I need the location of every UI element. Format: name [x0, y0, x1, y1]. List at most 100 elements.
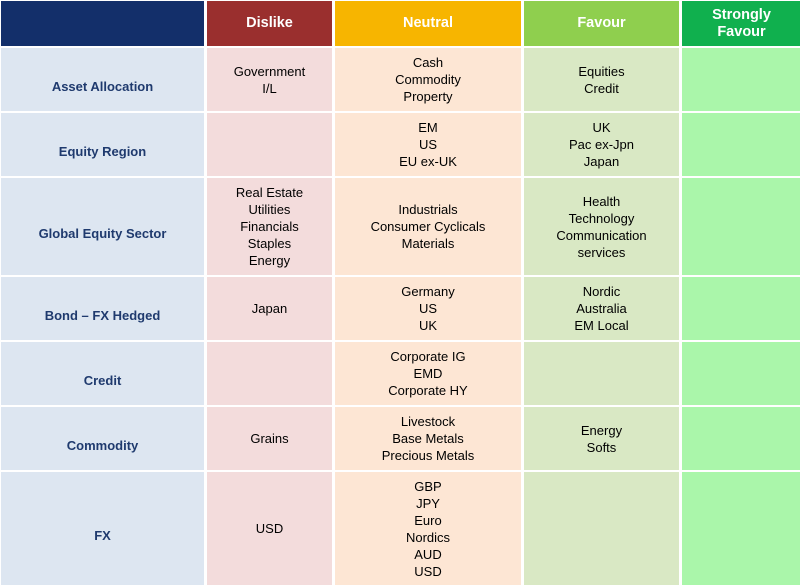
dislike-cell: Government I/L [207, 48, 332, 111]
cell-item: Real Estate [235, 185, 304, 200]
cell-item: Germany [401, 284, 455, 299]
cell-item: AUD [414, 546, 442, 562]
cell-list: Government I/L [234, 63, 306, 97]
strongly-favour-cell [682, 407, 800, 470]
cell-item: Pac ex-Jpn [568, 137, 635, 152]
cell-list: Germany US UK [401, 283, 454, 334]
favour-cell: UK Pac ex-Jpn Japan [524, 113, 679, 176]
strongly-favour-cell [682, 48, 800, 111]
row-label: Credit [1, 342, 204, 405]
neutral-cell: Industrials Consumer Cyclicals Materials [335, 178, 521, 275]
header-favour: Favour [524, 1, 679, 46]
header-strongly-favour-line: Strongly [712, 6, 771, 23]
cell-list: Industrials Consumer Cyclicals Materials [371, 201, 486, 252]
favour-cell: Equities Credit [524, 48, 679, 111]
row-label: Bond – FX Hedged [1, 277, 204, 340]
header-strongly-favour-line: Favour [717, 23, 766, 40]
favour-cell: Nordic Australia EM Local [524, 277, 679, 340]
cell-item: Nordics [405, 529, 451, 545]
favour-cell: Health Technology Communication services [524, 178, 679, 275]
strongly-favour-cell [682, 472, 800, 585]
row-label: Asset Allocation [1, 48, 204, 111]
dislike-cell [207, 113, 332, 176]
neutral-cell: Corporate IG EMD Corporate HY [335, 342, 521, 405]
strongly-favour-cell [682, 178, 800, 275]
header-favour-label: Favour [577, 15, 626, 31]
header-neutral: Neutral [335, 1, 521, 46]
cell-item: USD [414, 563, 442, 579]
cell-item: US [418, 301, 438, 316]
cell-item: Base Metals [392, 431, 464, 446]
cell-item: Utilities [248, 202, 291, 217]
neutral-cell: EM US EU ex-UK [335, 113, 521, 176]
cell-item: Japan [583, 154, 620, 169]
header-corner [1, 1, 204, 46]
cell-item: Financials [240, 219, 299, 234]
cell-item: USD [255, 521, 284, 536]
strongly-favour-cell [682, 277, 800, 340]
row-label-text: FX [94, 528, 111, 543]
cell-item: EM Local [574, 318, 629, 333]
cell-item: Energy [248, 253, 291, 268]
row-label: FX [1, 472, 204, 585]
cell-list: Energy Softs [581, 422, 622, 456]
cell-item: Government [233, 63, 306, 79]
cell-item: Corporate HY [388, 383, 468, 398]
cell-item: JPY [416, 495, 440, 511]
cell-list: Cash Commodity Property [395, 54, 461, 105]
header-dislike-label: Dislike [246, 15, 293, 31]
neutral-cell: Cash Commodity Property [335, 48, 521, 111]
cell-item: Japan [251, 301, 288, 316]
row-label: Global Equity Sector [1, 178, 204, 275]
cell-item: Grains [250, 431, 289, 446]
header-dislike: Dislike [207, 1, 332, 46]
cell-item: UK [592, 120, 611, 135]
cell-list: Equities Credit [578, 63, 624, 97]
cell-item: EM [418, 120, 438, 135]
row-label-text: Asset Allocation [51, 79, 154, 94]
cell-item: Energy [580, 422, 623, 438]
cell-list: Corporate IG EMD Corporate HY [388, 348, 467, 399]
cell-item: Equities [578, 63, 625, 79]
favour-cell [524, 342, 679, 405]
cell-item: EU ex-UK [399, 154, 457, 169]
cell-item: Staples [247, 236, 292, 251]
cell-list: Livestock Base Metals Precious Metals [382, 413, 474, 464]
cell-item: Softs [586, 439, 617, 455]
cell-item: Livestock [400, 414, 456, 429]
dislike-cell: Grains [207, 407, 332, 470]
cell-list: Grains [250, 430, 288, 447]
cell-item: Health [582, 193, 621, 209]
cell-item: Technology [568, 210, 635, 226]
strongly-favour-cell [682, 113, 800, 176]
dislike-cell: Japan [207, 277, 332, 340]
cell-item: GBP [414, 478, 442, 494]
dislike-cell: Real Estate Utilities Financials Staples Ene… [207, 178, 332, 275]
cell-list: UK Pac ex-Jpn Japan [569, 119, 634, 170]
neutral-cell: Livestock Base Metals Precious Metals [335, 407, 521, 470]
dislike-cell: USD [207, 472, 332, 585]
cell-item: Precious Metals [381, 448, 475, 463]
cell-item: Property [403, 89, 453, 104]
cell-list: Japan [252, 300, 287, 317]
header-neutral-label: Neutral [403, 15, 453, 31]
cell-list: Real Estate Utilities Financials Staples Ene… [236, 184, 303, 269]
favour-cell [524, 472, 679, 585]
cell-item: Materials [401, 236, 455, 251]
row-label: Commodity [1, 407, 204, 470]
cell-item: services [577, 244, 626, 260]
cell-item: US [418, 137, 438, 152]
cell-item: Australia [576, 301, 627, 316]
row-label-text: Commodity [66, 438, 139, 453]
cell-list: EM US EU ex-UK [399, 119, 457, 170]
cell-item: Cash [412, 55, 444, 70]
cell-list: USD [256, 520, 283, 537]
neutral-cell: Germany US UK [335, 277, 521, 340]
cell-item: Commodity [395, 72, 461, 87]
strongly-favour-cell [682, 342, 800, 405]
favour-cell: Energy Softs [524, 407, 679, 470]
cell-item: Corporate IG [390, 349, 466, 364]
row-label-text: Equity Region [58, 144, 147, 159]
cell-list: Health Technology Communication services [556, 193, 646, 261]
